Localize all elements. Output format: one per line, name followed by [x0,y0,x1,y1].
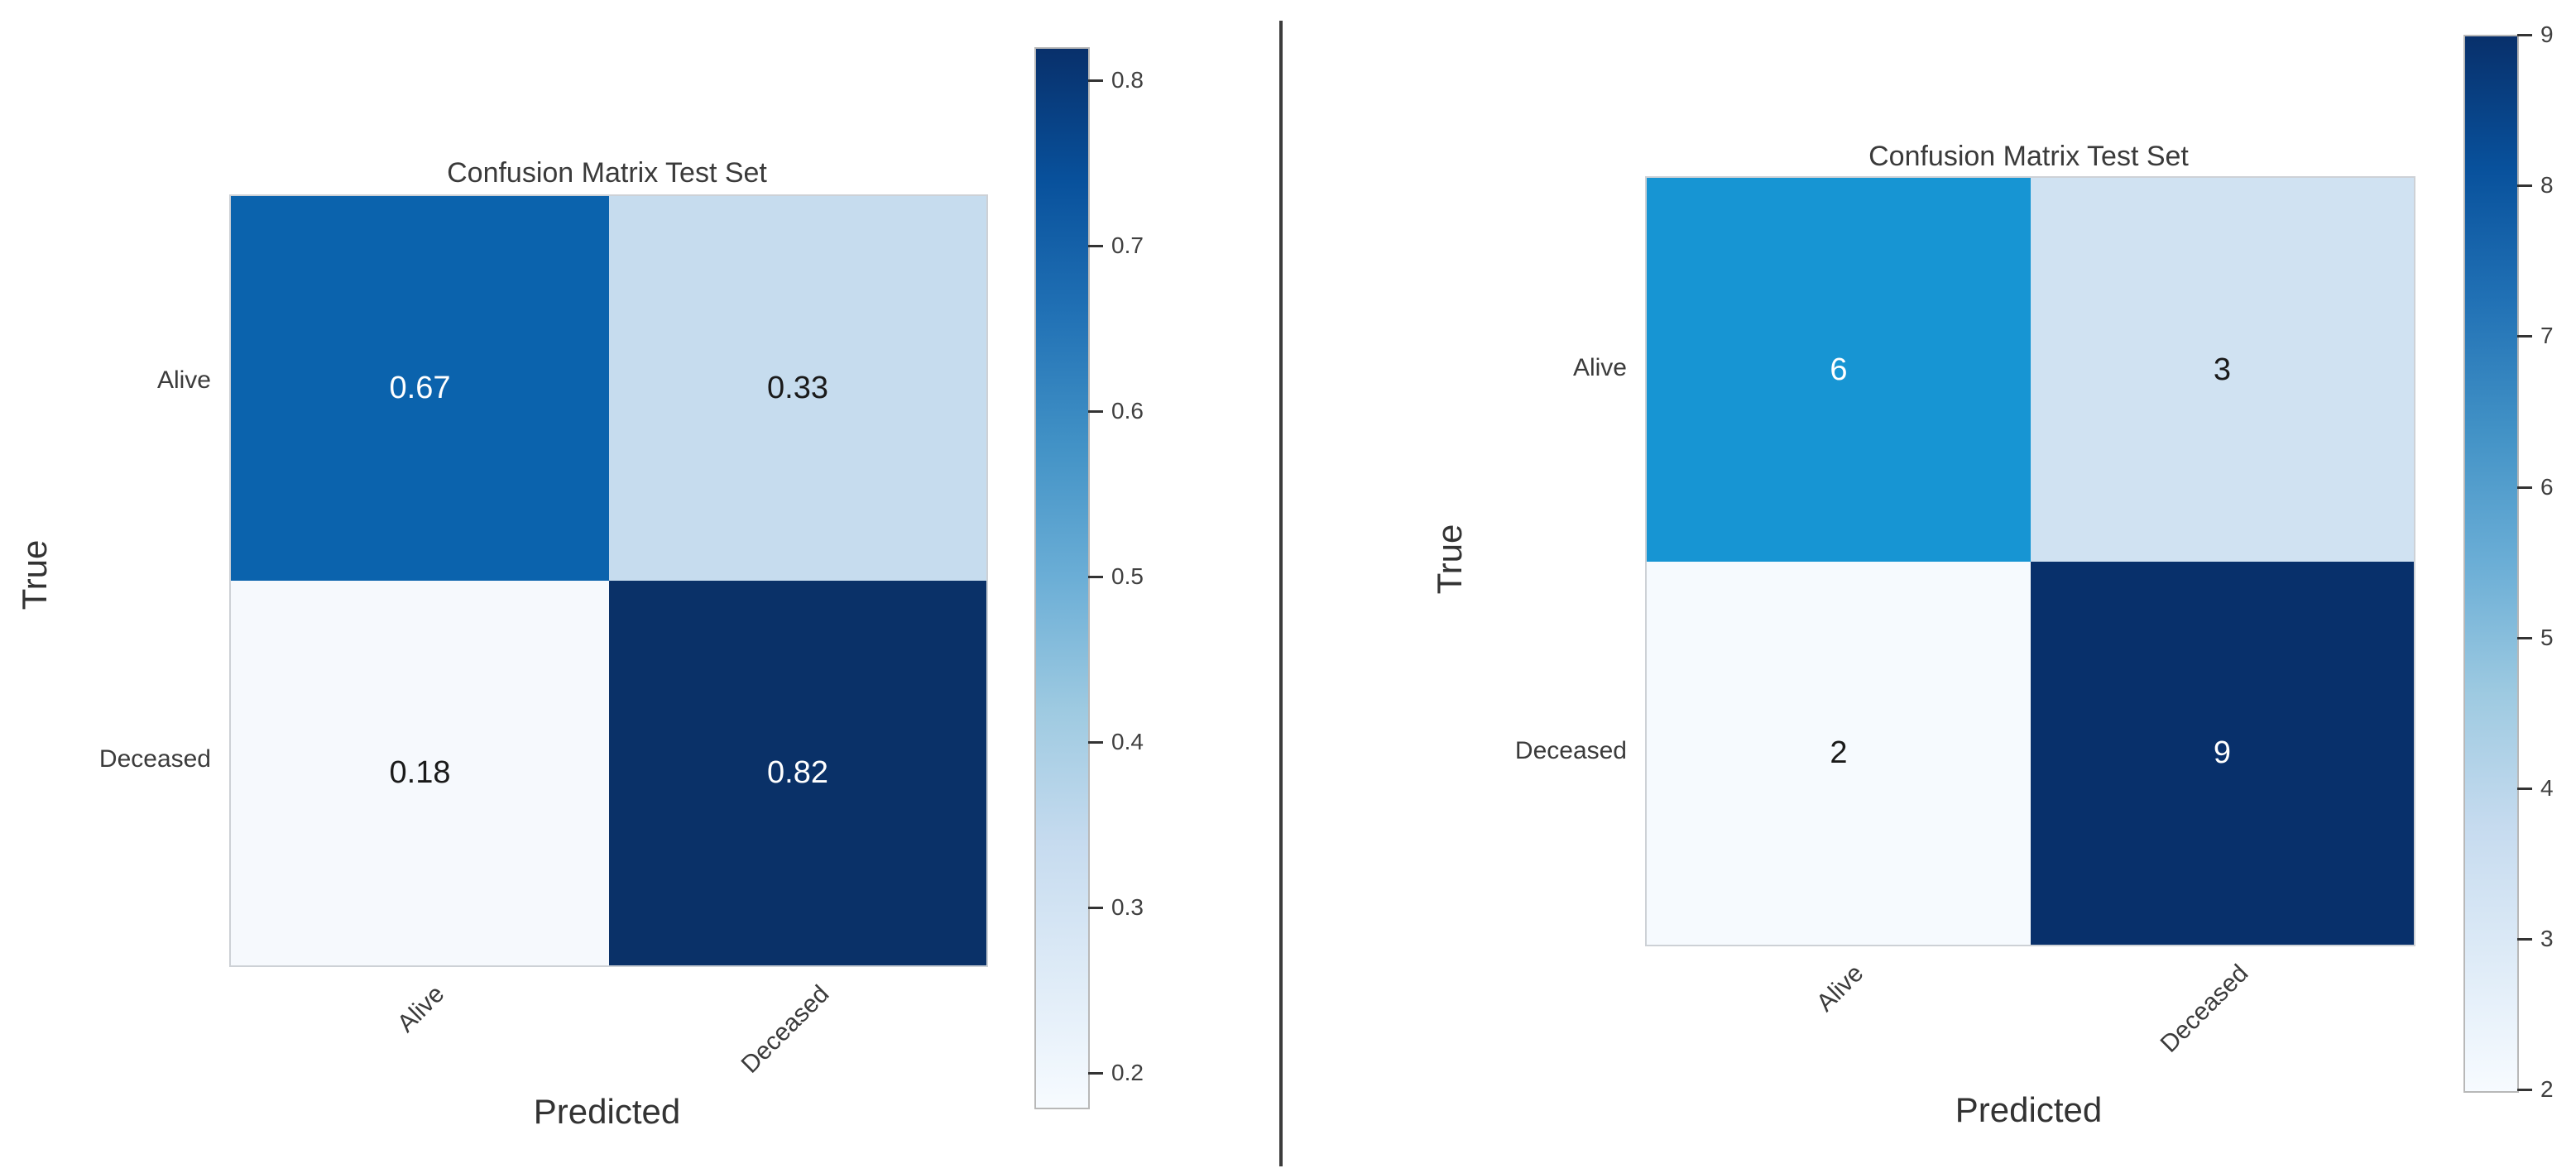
tick-label: 0.5 [1111,563,1144,589]
tick-mark [1088,1071,1103,1075]
tick-label: 0.8 [1111,67,1144,93]
right-chart-title: Confusion Matrix Test Set [1868,141,2189,172]
tick-label: 5 [2540,625,2554,650]
left-colorbar-tick: 0.7 [1088,233,1144,258]
right-cell-true-alive-pred-deceased: 3 [2031,178,2414,562]
left-cell-true-deceased-pred-deceased: 0.82 [609,581,986,965]
right-heatmap: 6 3 2 9 [1645,176,2415,946]
right-colorbar-tick: 7 [2517,323,2554,348]
left-xtick-deceased: Deceased [736,980,835,1079]
left-heatmap: 0.67 0.33 0.18 0.82 [229,194,988,967]
tick-mark [2517,486,2532,489]
left-colorbar [1034,47,1090,1109]
panel-divider-line [1279,21,1283,1166]
tick-mark [2517,33,2532,36]
right-y-axis-label: True [1430,524,1469,595]
left-x-axis-label: Predicted [533,1092,681,1131]
tick-mark [1088,906,1103,909]
right-xtick-alive: Alive [1811,960,1869,1017]
tick-mark [1088,409,1103,413]
left-colorbar-tick: 0.5 [1088,564,1144,589]
tick-label: 0.6 [1111,398,1144,424]
tick-label: 2 [2540,1076,2554,1102]
tick-label: 0.2 [1111,1060,1144,1085]
tick-label: 0.7 [1111,232,1144,258]
right-xtick-deceased: Deceased [2155,960,2254,1058]
tick-label: 9 [2540,22,2554,47]
tick-mark [1088,575,1103,578]
left-ytick-alive: Alive [156,366,211,394]
tick-mark [1088,79,1103,82]
left-chart-title: Confusion Matrix Test Set [447,157,767,189]
right-colorbar-tick: 4 [2517,776,2554,801]
right-colorbar-tick: 5 [2517,625,2554,650]
left-colorbar-tick: 0.2 [1088,1060,1144,1085]
tick-label: 8 [2540,172,2554,198]
right-cell-true-deceased-pred-deceased: 9 [2031,562,2414,945]
right-cell-true-alive-pred-alive: 6 [1647,178,2031,562]
left-colorbar-tick: 0.6 [1088,399,1144,424]
left-y-axis-label: True [15,539,54,610]
tick-mark [2517,334,2532,338]
right-colorbar-tick: 3 [2517,926,2554,951]
tick-label: 0.4 [1111,729,1144,754]
tick-label: 0.3 [1111,894,1144,920]
tick-mark [2517,184,2532,187]
right-colorbar-tick: 8 [2517,173,2554,198]
left-cell-true-deceased-pred-alive: 0.18 [231,581,609,965]
right-colorbar-tick: 2 [2517,1077,2554,1102]
left-colorbar-tick: 0.8 [1088,68,1144,93]
tick-label: 6 [2540,474,2554,500]
right-ytick-deceased: Deceased [1514,737,1627,764]
left-colorbar-tick: 0.3 [1088,895,1144,920]
tick-mark [2517,1088,2532,1091]
right-cell-true-deceased-pred-alive: 2 [1647,562,2031,945]
tick-mark [2517,787,2532,790]
tick-mark [1088,244,1103,247]
right-colorbar-tick: 6 [2517,475,2554,500]
right-ytick-alive: Alive [1572,354,1627,381]
tick-mark [1088,740,1103,744]
left-xtick-alive: Alive [392,980,450,1038]
left-ytick-deceased: Deceased [98,745,211,773]
left-colorbar-tick: 0.4 [1088,730,1144,754]
right-colorbar-tick: 9 [2517,22,2554,47]
tick-mark [2517,636,2532,639]
tick-label: 3 [2540,926,2554,951]
left-cell-true-alive-pred-alive: 0.67 [231,196,609,581]
left-cell-true-alive-pred-deceased: 0.33 [609,196,986,581]
right-x-axis-label: Predicted [1955,1090,2103,1129]
tick-mark [2517,937,2532,941]
tick-label: 7 [2540,323,2554,348]
tick-label: 4 [2540,775,2554,801]
right-colorbar [2463,35,2519,1093]
